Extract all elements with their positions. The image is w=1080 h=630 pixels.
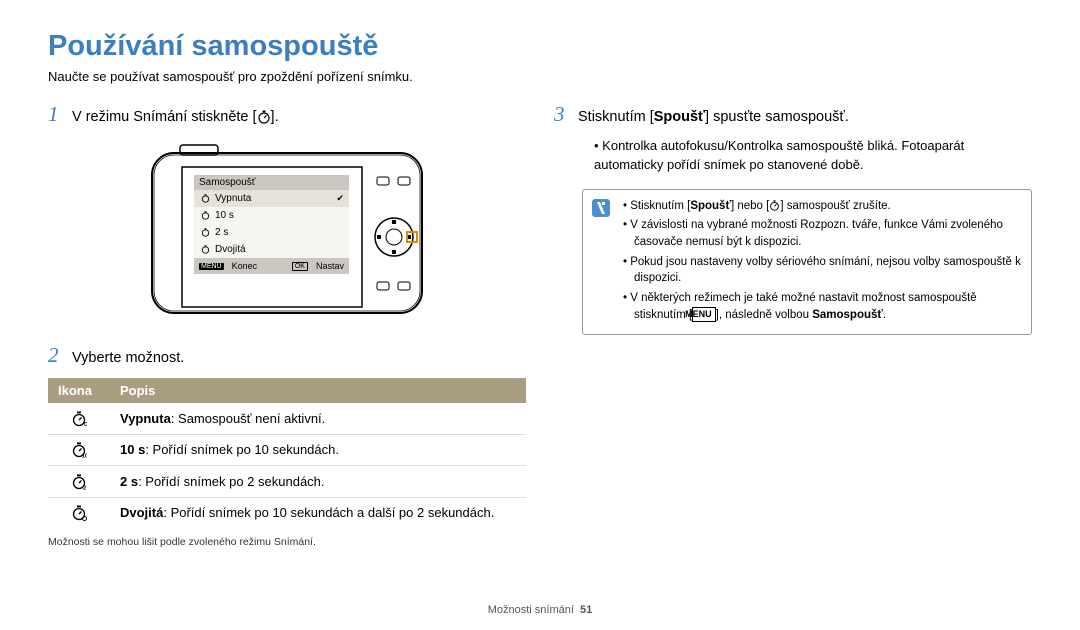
svg-text:OFF: OFF bbox=[84, 422, 87, 427]
timer-off-icon bbox=[201, 194, 210, 203]
lcd-row-10s: 10 s bbox=[194, 207, 349, 224]
lcd-row-vypnuta: Vypnuta ✔ bbox=[194, 190, 349, 207]
menu-icon: MENU bbox=[692, 307, 716, 322]
table-row: Dvojitá: Pořídí snímek po 10 sekundách a… bbox=[48, 497, 526, 528]
page-subtitle: Naučte se používat samospoušť pro zpoždě… bbox=[48, 69, 1032, 84]
step-3-text: Stisknutím [Spoušť] spusťte samospoušť. bbox=[578, 109, 849, 125]
menu-key: MENU bbox=[199, 263, 224, 270]
timer-10-icon bbox=[201, 211, 210, 220]
page-footer: Možnosti snímání 51 bbox=[0, 604, 1080, 616]
table-row: OFF Vypnuta: Samospoušť není aktivní. bbox=[48, 403, 526, 434]
info-item: V některých režimech je také možné nasta… bbox=[623, 290, 1023, 323]
lcd-row-2s: 2 s bbox=[194, 224, 349, 241]
info-icon bbox=[591, 198, 611, 218]
left-column: 1 V režimu Snímání stiskněte []. bbox=[48, 102, 526, 548]
step-1-number: 1 bbox=[48, 102, 64, 127]
lcd-title: Samospoušť bbox=[194, 175, 349, 190]
step-1-text: V režimu Snímání stiskněte []. bbox=[72, 109, 279, 125]
step-2-text: Vyberte možnost. bbox=[72, 350, 184, 366]
lcd-menu-rows: Vypnuta ✔ 10 s 2 s Dvojitá bbox=[194, 190, 349, 258]
step-1: 1 V režimu Snímání stiskněte []. bbox=[48, 102, 526, 127]
step-3-body: Kontrolka autofokusu/Kontrolka samospouš… bbox=[582, 137, 1032, 175]
step-2: 2 Vyberte možnost. bbox=[48, 343, 526, 368]
info-item: Stisknutím [Spoušť] nebo [] samospoušť z… bbox=[623, 198, 1023, 215]
timer-icon bbox=[769, 200, 780, 211]
step-3-number: 3 bbox=[554, 102, 570, 127]
table-row: 10 10 s: Pořídí snímek po 10 sekundách. bbox=[48, 434, 526, 466]
info-item: Pokud jsou nastaveny volby sériového sní… bbox=[623, 254, 1023, 287]
options-table: Ikona Popis OFF Vypnuta: Samospoušť není… bbox=[48, 378, 526, 528]
check-icon: ✔ bbox=[336, 193, 344, 204]
timer-2-icon bbox=[201, 228, 210, 237]
col-popis: Popis bbox=[110, 378, 526, 403]
two-columns: 1 V režimu Snímání stiskněte []. bbox=[48, 102, 1032, 548]
table-row: 2 2 s: Pořídí snímek po 2 sekundách. bbox=[48, 466, 526, 498]
page-title: Používání samospouště bbox=[48, 30, 1032, 63]
timer-double-icon bbox=[201, 245, 210, 254]
svg-text:2: 2 bbox=[83, 485, 86, 490]
ok-key: OK bbox=[292, 262, 308, 271]
timer-double-icon bbox=[71, 505, 87, 521]
info-item: V závislosti na vybrané možnosti Rozpozn… bbox=[623, 217, 1023, 250]
timer-off-icon: OFF bbox=[71, 411, 87, 427]
options-note: Možnosti se mohou lišit podle zvoleného … bbox=[48, 536, 526, 548]
lcd-row-dvojita: Dvojitá bbox=[194, 241, 349, 258]
col-ikona: Ikona bbox=[48, 378, 110, 403]
info-box: Stisknutím [Spoušť] nebo [] samospoušť z… bbox=[582, 189, 1032, 336]
step-3: 3 Stisknutím [Spoušť] spusťte samospoušť… bbox=[554, 102, 1032, 127]
info-list: Stisknutím [Spoušť] nebo [] samospoušť z… bbox=[619, 198, 1023, 327]
step-2-number: 2 bbox=[48, 343, 64, 368]
right-column: 3 Stisknutím [Spoušť] spusťte samospoušť… bbox=[554, 102, 1032, 548]
lcd-footer: MENU Konec OK Nastav bbox=[194, 258, 349, 274]
timer-2-icon: 2 bbox=[71, 474, 87, 490]
camera-illustration: Samospoušť Vypnuta ✔ 10 s 2 s bbox=[132, 137, 442, 327]
svg-text:10: 10 bbox=[82, 454, 87, 459]
camera-lcd: Samospoušť Vypnuta ✔ 10 s 2 s bbox=[194, 175, 349, 305]
timer-icon bbox=[257, 110, 271, 124]
timer-10-icon: 10 bbox=[71, 442, 87, 458]
